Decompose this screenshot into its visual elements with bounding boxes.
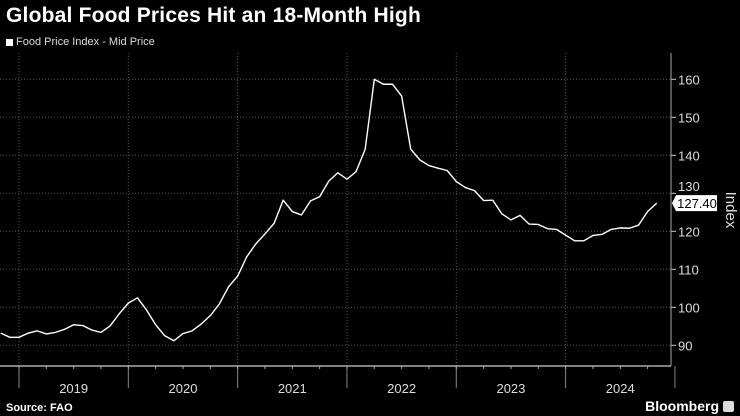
last-value-label: 127.40 [677,196,717,211]
y-tick-label: 130 [678,179,700,194]
brand-text: Bloomberg [645,398,719,414]
legend-label: Food Price Index - Mid Price [16,36,155,48]
x-tick-label: 2021 [278,381,307,396]
chart-title: Global Food Prices Hit an 18-Month High [6,4,421,27]
bloomberg-logo: Bloomberg [645,398,734,414]
legend: Food Price Index - Mid Price [6,36,155,48]
series-line [0,78,658,342]
legend-swatch [6,38,13,46]
x-tick-label: 2022 [387,381,416,396]
y-axis-label: Index [722,192,739,229]
x-tick-label: 2024 [606,381,635,396]
x-tick-label: 2020 [169,381,198,396]
x-tick-label: 2023 [496,381,525,396]
bloomberg-icon [723,400,734,412]
y-tick-label: 150 [678,110,700,125]
y-tick-label: 140 [678,148,700,163]
y-tick-label: 160 [678,72,700,87]
y-tick-label: 100 [678,300,700,315]
x-tick-label: 2019 [59,381,88,396]
last-value-marker [672,195,717,212]
source-note: Source: FAO [6,402,73,414]
y-tick-label: 110 [678,262,699,277]
y-tick-label: 120 [678,224,700,239]
y-tick-label: 90 [678,338,692,353]
